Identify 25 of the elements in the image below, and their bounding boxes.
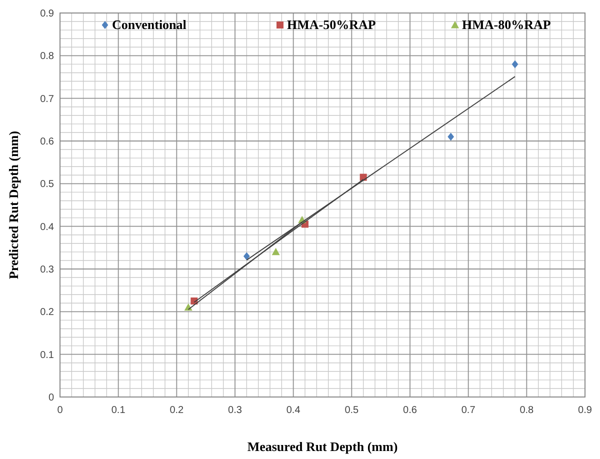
x-tick-label: 0.8 (520, 405, 534, 416)
legend-label: Conventional (112, 17, 187, 32)
y-tick-label: 0.2 (40, 307, 54, 318)
x-tick-label: 0.6 (403, 405, 418, 416)
x-tick-label: 0.5 (344, 405, 360, 416)
y-tick-label: 0.8 (40, 51, 54, 62)
y-axis-title: Predicted Rut Depth (mm) (6, 130, 21, 280)
y-tick-label: 0.3 (40, 264, 54, 276)
y-tick-label: 0.4 (40, 222, 54, 233)
x-tick-label: 0.2 (170, 405, 184, 416)
x-tick-label: 0.4 (286, 405, 301, 416)
x-tick-label: 0 (57, 405, 64, 416)
x-tick-label: 0.3 (228, 405, 242, 416)
x-tick-label: 0.9 (578, 405, 592, 416)
x-tick-label: 0.1 (111, 405, 126, 416)
y-tick-label: 0.5 (40, 179, 54, 190)
x-tick-label: 0.7 (461, 405, 476, 416)
y-tick-label: 0.6 (40, 136, 54, 148)
legend-label: HMA-80%RAP (462, 17, 551, 32)
y-tick-label: 0.7 (40, 94, 54, 105)
y-tick-label: 0.1 (40, 350, 54, 361)
legend-label: HMA-50%RAP (287, 17, 376, 32)
y-tick-label: 0 (48, 392, 54, 404)
x-axis-title: Measured Rut Depth (mm) (247, 439, 398, 454)
y-tick-label: 0.9 (40, 8, 54, 20)
